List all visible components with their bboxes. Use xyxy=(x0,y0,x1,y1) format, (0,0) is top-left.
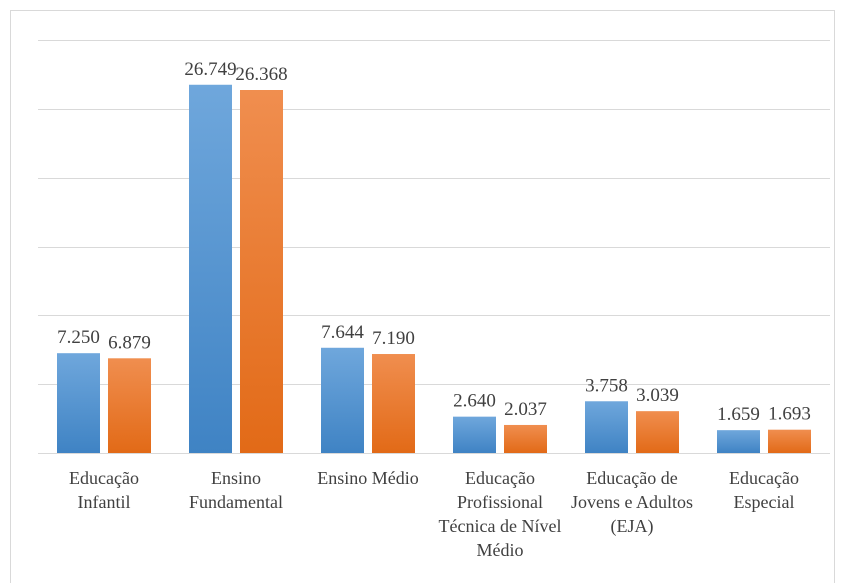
data-label: 3.039 xyxy=(636,385,679,406)
bar xyxy=(108,358,151,453)
bar xyxy=(57,353,100,453)
bar xyxy=(372,354,415,453)
x-tick-label: Ensino Fundamental xyxy=(189,468,283,512)
bar xyxy=(453,416,496,453)
bar xyxy=(717,430,760,453)
data-label: 3.758 xyxy=(585,375,628,396)
bar xyxy=(768,429,811,453)
bar xyxy=(321,347,364,453)
data-label: 26.749 xyxy=(184,59,236,80)
bar xyxy=(585,401,628,453)
data-label: 1.659 xyxy=(717,404,760,425)
bar xyxy=(240,90,283,453)
data-label: 2.640 xyxy=(453,391,496,412)
x-tick-label: Ensino Médio xyxy=(317,468,419,488)
chart-border xyxy=(10,10,835,583)
data-label: 2.037 xyxy=(504,399,547,420)
bar xyxy=(189,84,232,453)
data-label: 26.368 xyxy=(235,64,287,85)
data-label: 1.693 xyxy=(768,404,811,425)
bar xyxy=(504,424,547,453)
data-label: 7.250 xyxy=(57,327,100,348)
data-label: 7.644 xyxy=(321,322,364,343)
x-tick-label: Educação Especial xyxy=(729,468,799,512)
x-tick-label: Educação de Jovens e Adultos (EJA) xyxy=(570,468,693,536)
x-tick-label: Educação Infantil xyxy=(69,468,139,512)
data-label: 6.879 xyxy=(108,332,151,353)
x-tick-label: Educação Profissional Técnica de Nível M… xyxy=(438,468,562,560)
bar xyxy=(636,411,679,453)
data-label: 7.190 xyxy=(372,328,415,349)
